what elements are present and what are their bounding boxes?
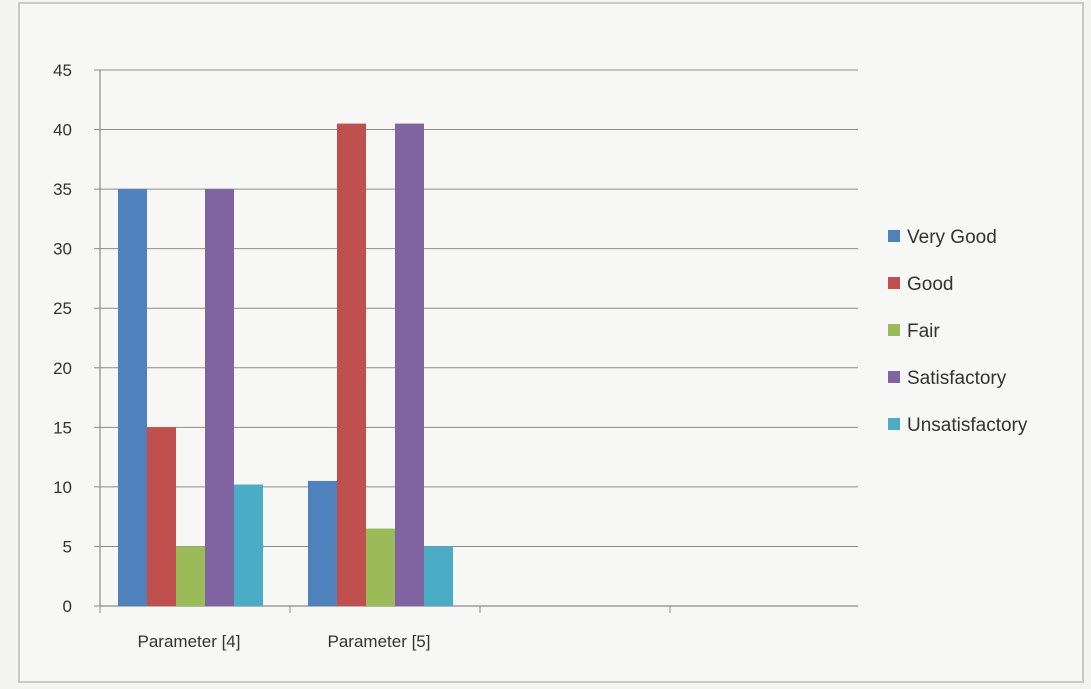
- bar-good-1: [147, 427, 176, 606]
- y-tick-label: 0: [63, 597, 72, 616]
- y-tick-label: 40: [53, 121, 72, 140]
- legend-label: Satisfactory: [907, 368, 1007, 389]
- y-tick-label: 5: [63, 537, 72, 556]
- y-tick-label: 45: [53, 61, 72, 80]
- legend-swatch: [888, 418, 900, 430]
- bar-fair-1: [176, 546, 205, 606]
- y-tick-label: 25: [53, 299, 72, 318]
- bar-unsatisfactory-2: [424, 546, 453, 606]
- legend-swatch: [888, 324, 900, 336]
- bar-very-good-1: [118, 189, 147, 606]
- y-tick-label: 10: [53, 478, 72, 497]
- y-tick-label: 15: [53, 418, 72, 437]
- tick-labels: 0 5 10 15 20 25 30 35 40 45 Parameter [4] Parameter…: [53, 61, 430, 651]
- legend-swatch: [888, 371, 900, 383]
- legend-swatch: [888, 277, 900, 289]
- legend-swatch: [888, 230, 900, 242]
- bar-unsatisfactory-1: [234, 484, 263, 606]
- y-tick-label: 30: [53, 240, 72, 259]
- bar-good-2: [337, 123, 366, 606]
- bars: [118, 123, 453, 606]
- legend: Very Good Good Fair Satisfactory Unsatisfact…: [888, 227, 1028, 436]
- legend-label: Fair: [907, 321, 940, 342]
- y-tick-label: 35: [53, 180, 72, 199]
- bar-satisfactory-1: [205, 189, 234, 606]
- bar-very-good-2: [308, 480, 337, 606]
- y-tick-label: 20: [53, 359, 72, 378]
- legend-label: Good: [907, 274, 953, 295]
- x-category-label: Parameter [5]: [328, 632, 431, 651]
- x-category-label: Parameter [4]: [138, 632, 241, 651]
- legend-label: Very Good: [907, 227, 997, 248]
- bar-fair-2: [366, 528, 395, 606]
- bar-satisfactory-2: [395, 123, 424, 606]
- legend-label: Unsatisfactory: [907, 415, 1028, 436]
